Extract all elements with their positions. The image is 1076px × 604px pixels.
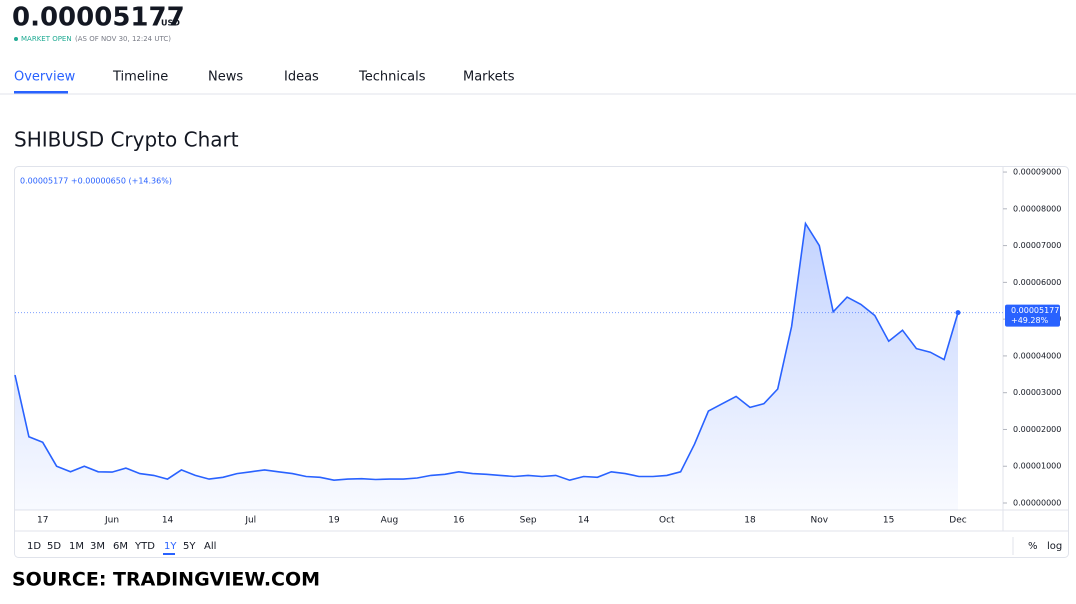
tab[interactable]: Technicals — [358, 70, 426, 85]
x-tick-label: 15 — [883, 516, 894, 526]
y-tick-label: 0.00009000 — [1013, 168, 1061, 177]
as-of: (AS OF NOV 30, 12:24 UTC) — [75, 35, 171, 43]
range-button[interactable]: All — [204, 541, 216, 552]
tab[interactable]: News — [208, 70, 243, 85]
x-tick-label: 16 — [453, 516, 465, 526]
range-button[interactable]: 6M — [113, 541, 128, 552]
range-button[interactable]: 1D — [27, 541, 41, 552]
y-tick-label: 0.00003000 — [1013, 388, 1061, 397]
range-button[interactable]: 5D — [47, 541, 61, 552]
x-tick-label: 19 — [328, 516, 340, 526]
x-tick-label: Oct — [659, 516, 675, 526]
x-tick-label: Jun — [104, 516, 119, 526]
x-tick-label: Sep — [520, 516, 537, 526]
x-tick-label: 17 — [37, 516, 48, 526]
x-tick-label: Dec — [949, 516, 966, 526]
x-tick-label: Jul — [244, 516, 256, 526]
y-tick-label: 0.00001000 — [1013, 462, 1061, 471]
source: SOURCE: TRADINGVIEW.COM — [12, 569, 320, 591]
x-tick-label: 18 — [744, 516, 756, 526]
range-button[interactable]: 1Y — [164, 541, 177, 552]
tab[interactable]: Overview — [14, 70, 76, 85]
toolbar: 1D 5D 1M 3M 6M YTD 1Y 5Y All% log — [27, 541, 1062, 555]
y-tick-label: 0.00007000 — [1013, 241, 1061, 250]
x-tick-label: Aug — [381, 516, 399, 526]
status-dot — [14, 37, 18, 41]
area — [15, 223, 958, 510]
x-tick-label: 14 — [578, 516, 590, 526]
range-button[interactable]: 3M — [90, 541, 105, 552]
last-point — [955, 310, 961, 316]
scale-button[interactable]: % — [1028, 541, 1038, 552]
tab[interactable]: Ideas — [284, 70, 319, 85]
range-button[interactable]: YTD — [134, 541, 155, 552]
y-tick-label: 0.00000000 — [1013, 499, 1061, 508]
y-tick-label: 0.00006000 — [1013, 278, 1061, 287]
chart-title: SHIBUSD Crypto Chart — [14, 128, 239, 152]
scale-button[interactable]: log — [1047, 541, 1062, 552]
last-price-box — [1005, 304, 1060, 327]
x-tick-label: Nov — [811, 516, 829, 526]
y-tick-label: 0.00002000 — [1013, 425, 1061, 434]
tab[interactable]: Timeline — [112, 70, 168, 85]
status: MARKET OPEN — [21, 35, 72, 43]
chart-frame — [14, 166, 1069, 558]
range-button[interactable]: 1M — [69, 541, 84, 552]
price: 0.00005177 — [12, 3, 185, 33]
y-tick-label: 0.00008000 — [1013, 204, 1061, 213]
y-tick-label: 0.00004000 — [1013, 351, 1061, 360]
price-line — [14, 221, 959, 482]
tab-underline — [14, 91, 68, 94]
last-price-label: 0.00005177 — [1011, 306, 1059, 315]
last-change-label: +49.28% — [1011, 316, 1049, 325]
tabs: Overview Timeline News Ideas Technicals Marke… — [14, 70, 515, 94]
range-button[interactable]: 5Y — [183, 541, 196, 552]
legend: 0.00005177 +0.00000650 (+14.36%) — [20, 177, 172, 186]
unit: USD — [161, 19, 180, 28]
tab[interactable]: Markets — [463, 70, 515, 85]
plot: 0.00000000 0.00001000 0.00002000 0.00003000… — [14, 168, 1061, 526]
x-tick-label: 14 — [162, 516, 174, 526]
range-underline — [163, 553, 175, 555]
